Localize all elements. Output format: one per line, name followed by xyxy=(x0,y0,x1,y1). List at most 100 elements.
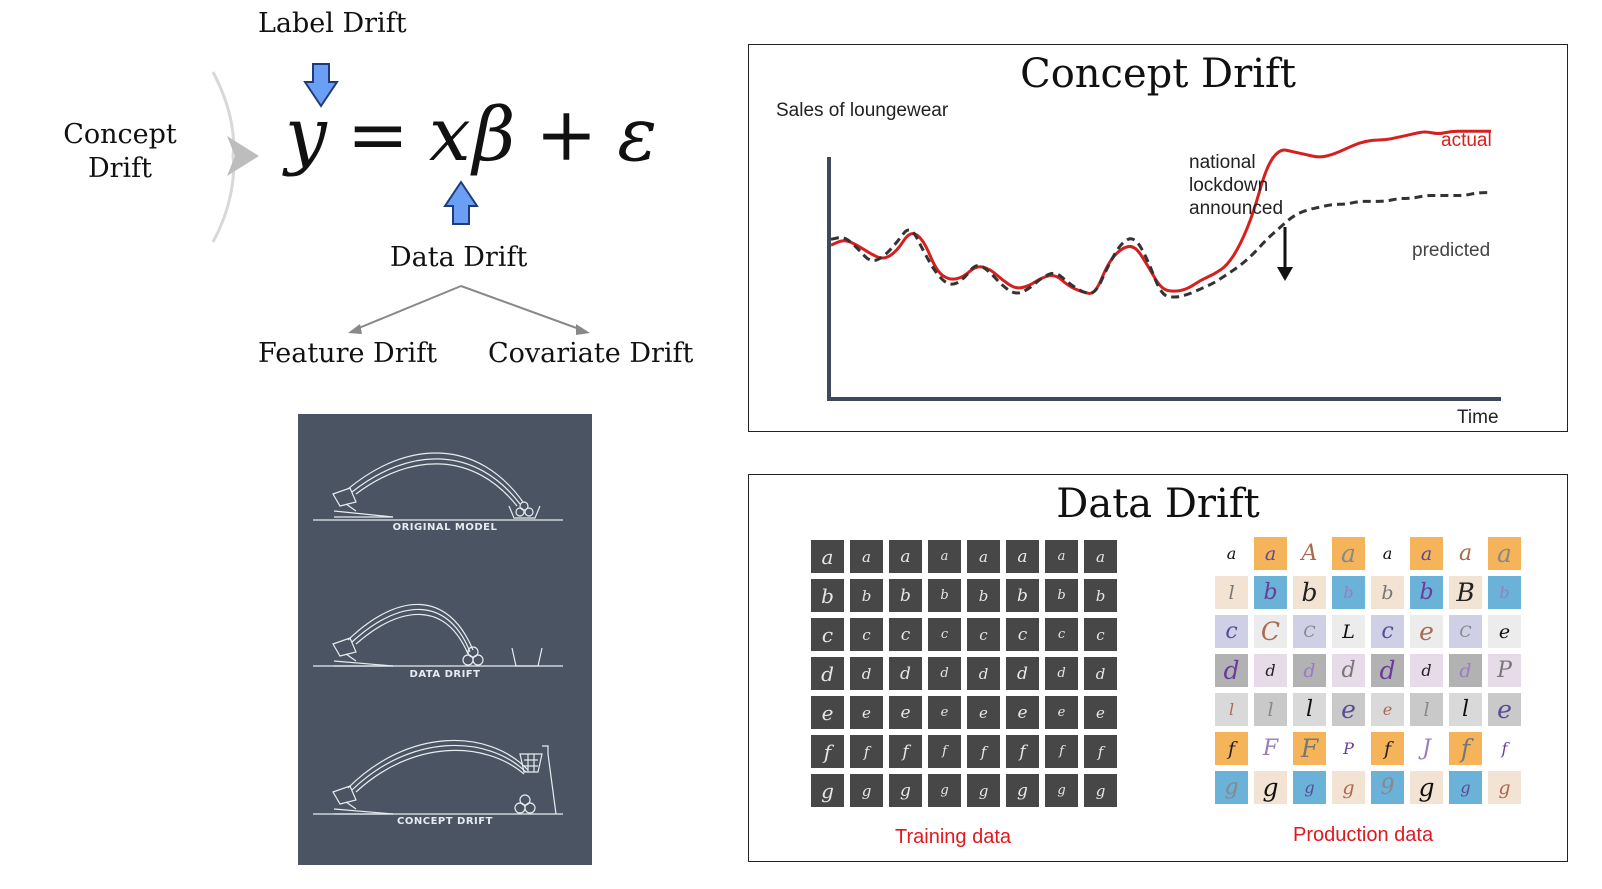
training-sample: c xyxy=(1084,618,1117,651)
training-sample: d xyxy=(1006,657,1039,690)
training-sample: d xyxy=(889,657,922,690)
training-sample: d xyxy=(967,657,1000,690)
training-sample: c xyxy=(811,618,844,651)
training-sample: a xyxy=(850,540,883,573)
production-sample: L xyxy=(1332,615,1365,648)
training-sample: b xyxy=(1045,579,1078,612)
training-sample: e xyxy=(928,696,961,729)
concept-drift-scene xyxy=(313,739,563,815)
training-sample: f xyxy=(1006,735,1039,768)
training-sample: e xyxy=(850,696,883,729)
annotation-line-1: national xyxy=(1189,152,1256,173)
production-sample: e xyxy=(1332,693,1365,726)
training-sample: b xyxy=(928,579,961,612)
production-sample: d xyxy=(1254,654,1287,687)
training-sample: e xyxy=(811,696,844,729)
branch-arrows xyxy=(348,285,590,335)
production-sample: d xyxy=(1371,654,1404,687)
production-sample: d xyxy=(1215,654,1248,687)
production-sample: b xyxy=(1410,576,1443,609)
production-sample: C xyxy=(1293,615,1326,648)
concept-drift-label: Concept Drift xyxy=(63,119,177,184)
production-sample: l xyxy=(1215,693,1248,726)
production-sample: l xyxy=(1215,576,1248,609)
training-sample: a xyxy=(811,540,844,573)
production-data-label: Production data xyxy=(1293,824,1434,846)
training-sample: f xyxy=(811,735,844,768)
production-sample: b xyxy=(1254,576,1287,609)
training-sample: c xyxy=(1045,618,1078,651)
caption-data-drift: DATA DRIFT xyxy=(409,669,481,680)
training-sample: e xyxy=(889,696,922,729)
training-sample: e xyxy=(1006,696,1039,729)
production-sample: d xyxy=(1449,654,1482,687)
concept-drift-title: Concept Drift xyxy=(1020,51,1296,97)
training-sample: d xyxy=(1084,657,1117,690)
lockdown-annotation: national lockdown announced xyxy=(1189,151,1283,220)
production-sample: f xyxy=(1449,732,1482,765)
training-sample: g xyxy=(811,774,844,807)
production-sample: J xyxy=(1410,732,1443,765)
training-sample: g xyxy=(967,774,1000,807)
legend-actual: actual xyxy=(1441,130,1492,151)
training-sample: b xyxy=(811,579,844,612)
production-sample: l xyxy=(1449,693,1482,726)
training-sample: f xyxy=(1084,735,1117,768)
production-sample: a xyxy=(1449,537,1482,570)
training-sample: a xyxy=(967,540,1000,573)
production-sample: e xyxy=(1410,615,1443,648)
equation-equals: = xyxy=(346,92,411,178)
production-sample: f xyxy=(1215,732,1248,765)
training-sample: g xyxy=(889,774,922,807)
production-sample: 9 xyxy=(1371,771,1404,804)
caption-original-model: ORIGINAL MODEL xyxy=(392,522,498,533)
production-sample: d xyxy=(1293,654,1326,687)
series-line-predicted xyxy=(830,191,1491,299)
production-sample: l xyxy=(1410,693,1443,726)
training-sample: d xyxy=(928,657,961,690)
production-sample: C xyxy=(1449,615,1482,648)
training-sample: c xyxy=(889,618,922,651)
production-sample: F xyxy=(1293,732,1326,765)
label-drift-label: Label Drift xyxy=(258,8,407,39)
production-sample: b xyxy=(1488,576,1521,609)
production-sample: g xyxy=(1215,771,1248,804)
training-sample: f xyxy=(850,735,883,768)
production-sample: a xyxy=(1215,537,1248,570)
production-sample: l xyxy=(1293,693,1326,726)
training-sample: f xyxy=(928,735,961,768)
training-sample: b xyxy=(1006,579,1039,612)
training-sample: e xyxy=(1045,696,1078,729)
production-sample: a xyxy=(1332,537,1365,570)
original-model-scene xyxy=(313,452,563,521)
production-sample: e xyxy=(1488,693,1521,726)
production-sample: e xyxy=(1488,615,1521,648)
series-line-actual xyxy=(830,129,1491,295)
production-sample: P xyxy=(1488,654,1521,687)
equation-epsilon: ε xyxy=(617,92,660,178)
production-sample: A xyxy=(1293,537,1326,570)
concept-drift-chart xyxy=(827,129,1501,401)
production-sample: B xyxy=(1449,576,1482,609)
production-sample: b xyxy=(1332,576,1365,609)
annotation-line-3: announced xyxy=(1189,198,1284,219)
production-sample: g xyxy=(1254,771,1287,804)
training-sample: b xyxy=(1084,579,1117,612)
production-sample: F xyxy=(1254,732,1287,765)
production-sample: a xyxy=(1410,537,1443,570)
production-sample: g xyxy=(1293,771,1326,804)
drift-illustration-panel: ORIGINAL MODEL DATA DRIFT xyxy=(298,414,592,865)
equation-beta: β xyxy=(472,92,518,178)
training-sample: a xyxy=(928,540,961,573)
feature-drift-label: Feature Drift xyxy=(258,338,438,369)
y-axis-label: Sales of loungewear xyxy=(776,100,949,121)
drift-equation: y = xβ + ε xyxy=(285,92,659,178)
curved-arrow-icon xyxy=(211,71,259,243)
training-sample: a xyxy=(1006,540,1039,573)
production-sample: f xyxy=(1488,732,1521,765)
production-sample: a xyxy=(1254,537,1287,570)
production-sample: a xyxy=(1371,537,1404,570)
x-axis-label: Time xyxy=(1457,407,1499,428)
training-sample: c xyxy=(1006,618,1039,651)
production-sample: c xyxy=(1371,615,1404,648)
